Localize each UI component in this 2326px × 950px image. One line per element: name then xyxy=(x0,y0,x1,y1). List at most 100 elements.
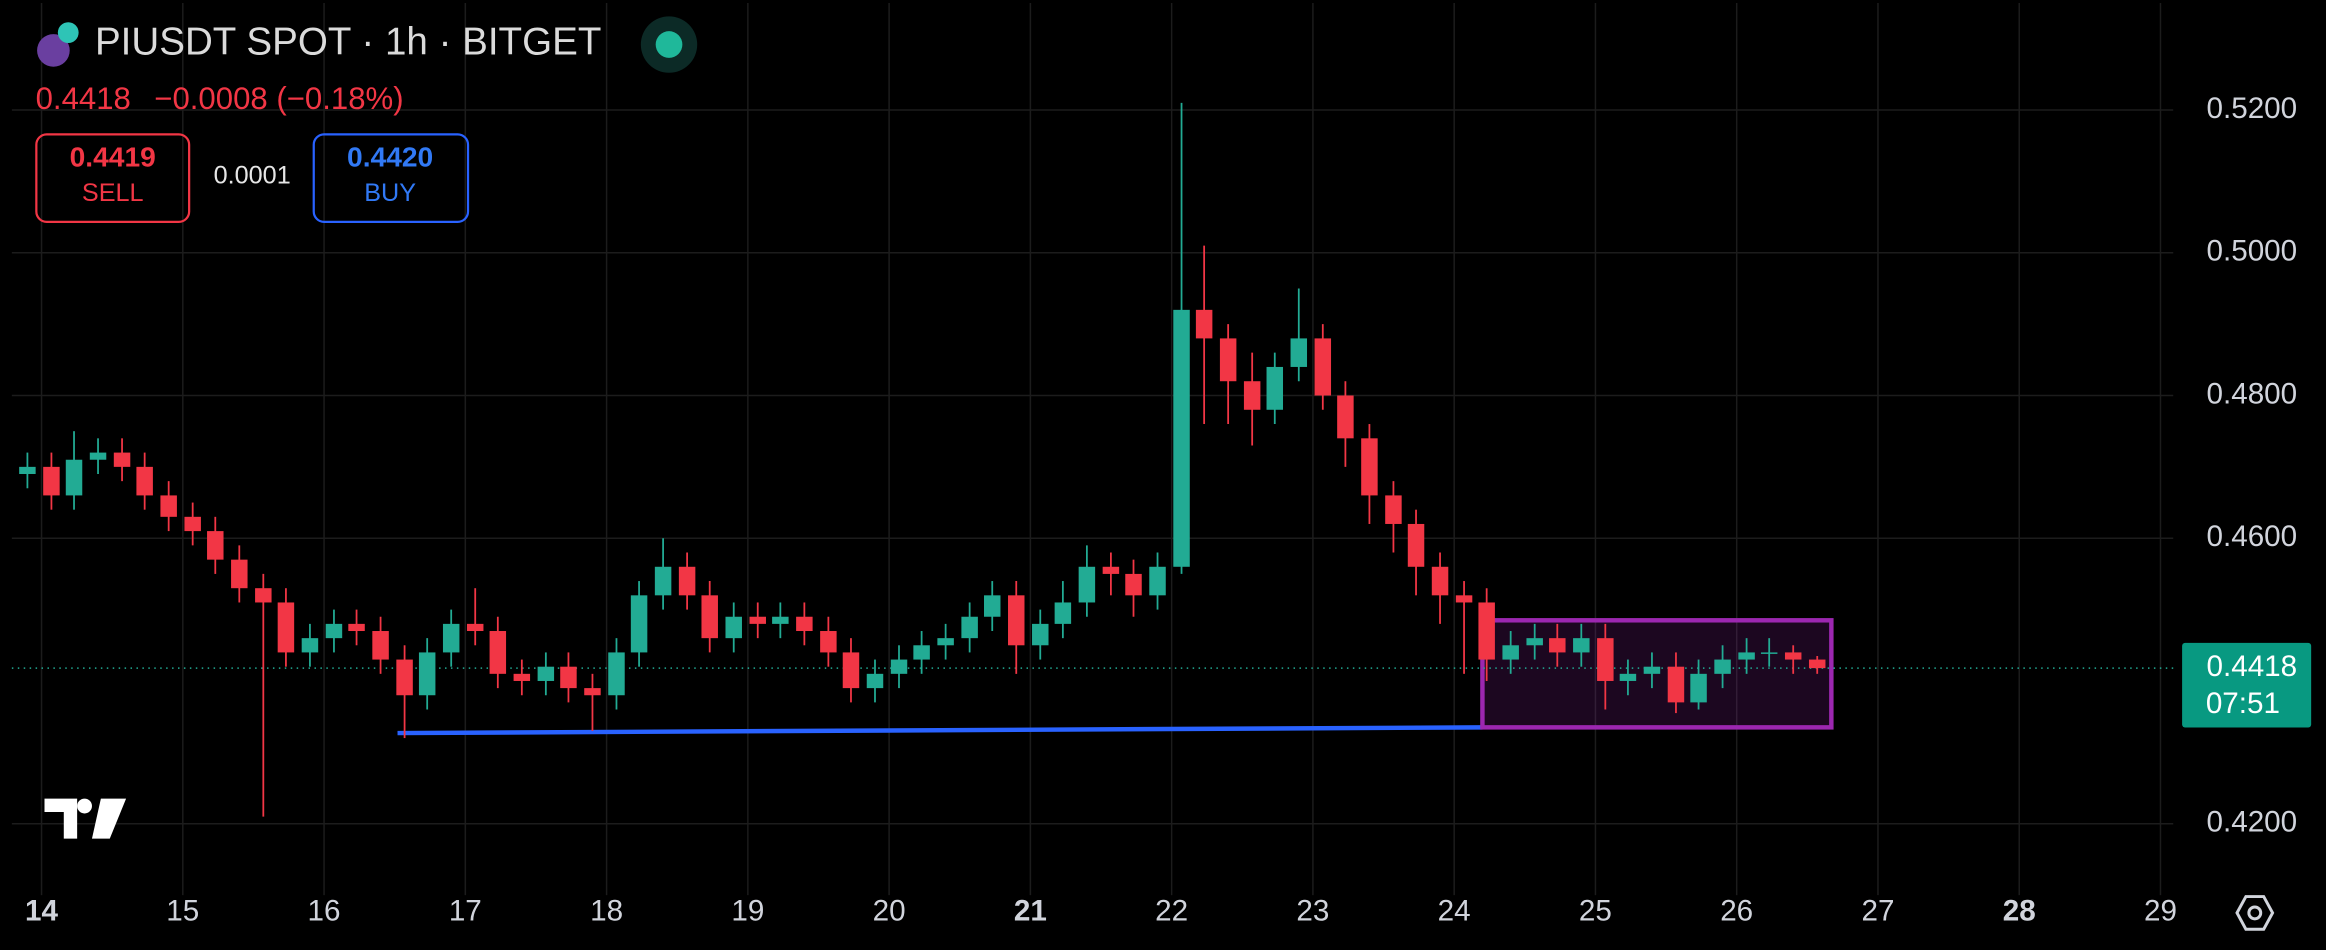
candle-body xyxy=(796,616,813,632)
y-tick-label: 0.5000 xyxy=(2206,235,2297,268)
y-tick-label: 0.4200 xyxy=(2206,806,2297,839)
x-tick-label: 24 xyxy=(1438,895,1471,928)
candles xyxy=(19,102,1826,817)
candle-body xyxy=(820,631,837,653)
candle-body xyxy=(1455,595,1473,603)
buy-button[interactable] xyxy=(312,133,470,224)
x-tick-label: 21 xyxy=(1014,895,1047,928)
brand-logo xyxy=(44,798,127,839)
grid xyxy=(11,2,2174,896)
x-tick-label: 29 xyxy=(2144,895,2177,928)
candle-body xyxy=(1597,638,1614,681)
candle-body xyxy=(160,495,177,517)
status-dot xyxy=(655,31,683,58)
candle-body xyxy=(678,566,696,596)
last-price: 0.4418 xyxy=(36,81,131,116)
candle-body xyxy=(466,623,484,632)
x-tick-label: 27 xyxy=(1861,895,1894,928)
price-tag xyxy=(2182,642,2312,728)
candle-body xyxy=(1407,523,1425,567)
x-tick-label: 23 xyxy=(1296,895,1329,928)
candle-body xyxy=(1266,366,1284,410)
candle-body xyxy=(1173,309,1190,567)
candle-body xyxy=(1808,659,1826,669)
sell-price: 0.4419 xyxy=(70,140,156,172)
candle-body xyxy=(1219,338,1237,382)
x-tick-label: 14 xyxy=(25,895,58,928)
candle-body xyxy=(654,566,672,596)
settings-button[interactable] xyxy=(2235,895,2275,931)
candle-body xyxy=(1478,602,1495,660)
spread: 0.0001 xyxy=(214,161,291,189)
candle-body xyxy=(749,616,766,624)
candle-body xyxy=(396,659,413,696)
candle-body xyxy=(1526,638,1543,646)
candle-body xyxy=(1125,573,1142,596)
candle-body xyxy=(19,466,36,475)
candle-body xyxy=(584,688,601,696)
symbol-logo xyxy=(37,34,70,67)
x-tick-label: 25 xyxy=(1579,895,1612,928)
candle-body xyxy=(207,531,224,560)
candle-body xyxy=(890,659,908,674)
candle-body xyxy=(1690,673,1707,703)
candle-body xyxy=(725,616,742,639)
candle-body xyxy=(442,623,460,653)
candle-body xyxy=(325,623,343,639)
candle-body xyxy=(1643,666,1661,674)
candle-body xyxy=(1361,438,1378,496)
x-tick-label: 26 xyxy=(1720,895,1753,928)
candle-body xyxy=(113,452,131,467)
candle-body xyxy=(1573,638,1590,653)
y-tick-label: 0.4800 xyxy=(2206,377,2297,410)
candle-body xyxy=(1008,595,1025,646)
chart-title: PIUSDT SPOT · 1h · BITGET xyxy=(95,21,601,64)
buy-price: 0.4420 xyxy=(347,140,433,172)
candle-body xyxy=(537,666,555,681)
candle-body xyxy=(866,673,884,689)
candle-body xyxy=(772,616,789,624)
candle-body xyxy=(630,595,648,653)
x-tick-label: 19 xyxy=(731,895,764,928)
candle-body xyxy=(301,638,319,653)
y-tick-label: 0.5200 xyxy=(2206,92,2297,125)
candle-body xyxy=(372,631,389,660)
candle-body xyxy=(1760,652,1778,654)
price-change: −0.0008 (−0.18%) xyxy=(154,81,403,116)
candle-body xyxy=(1149,566,1166,596)
candle-body xyxy=(1054,602,1072,624)
x-tick-label: 20 xyxy=(873,895,906,928)
price-tag-value: 0.4418 xyxy=(2206,650,2297,683)
candle-body xyxy=(1502,645,1519,660)
x-tick-label: 17 xyxy=(449,895,482,928)
candle-body xyxy=(89,452,107,460)
candle-body xyxy=(842,652,860,689)
candle-body xyxy=(513,673,531,681)
candle-body xyxy=(1243,381,1261,410)
candle-body xyxy=(231,559,248,589)
candle-body xyxy=(43,466,60,496)
candle-body xyxy=(277,602,295,653)
candle-body xyxy=(184,516,201,532)
candle-body xyxy=(937,638,954,646)
sell-button[interactable] xyxy=(35,133,191,224)
buy-label: BUY xyxy=(364,179,416,207)
candle-body xyxy=(1784,652,1802,660)
x-tick-label: 15 xyxy=(166,895,199,928)
candle-body xyxy=(1195,309,1213,339)
candle-body xyxy=(1032,623,1049,646)
candle-body xyxy=(1290,338,1308,367)
candle-body xyxy=(136,466,153,496)
trend-line xyxy=(397,725,1483,736)
sell-label: SELL xyxy=(82,179,144,207)
candle-body xyxy=(983,595,1001,617)
x-tick-label: 16 xyxy=(308,895,341,928)
candle-body xyxy=(1667,666,1685,703)
candle-body xyxy=(1337,395,1354,439)
candle-body xyxy=(1102,566,1120,574)
candle-body xyxy=(418,652,436,696)
candle-body xyxy=(1738,652,1755,660)
